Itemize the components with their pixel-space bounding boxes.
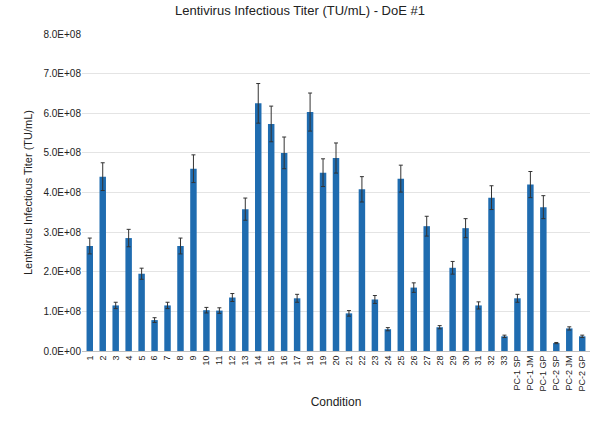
svg-text:27: 27 — [422, 356, 432, 366]
svg-text:4.0E+08: 4.0E+08 — [43, 187, 81, 198]
svg-text:33: 33 — [499, 356, 509, 366]
svg-text:32: 32 — [486, 356, 496, 366]
svg-text:1.0E+08: 1.0E+08 — [43, 306, 81, 317]
svg-text:22: 22 — [357, 356, 367, 366]
svg-text:4: 4 — [124, 356, 134, 361]
svg-text:30: 30 — [461, 356, 471, 366]
svg-text:8: 8 — [175, 356, 185, 361]
svg-text:12: 12 — [227, 356, 237, 366]
svg-text:1: 1 — [85, 356, 95, 361]
svg-text:13: 13 — [240, 356, 250, 366]
svg-text:14: 14 — [253, 356, 263, 366]
svg-text:28: 28 — [435, 356, 445, 366]
svg-text:9: 9 — [188, 356, 198, 361]
svg-text:PC-2 SP: PC-2 SP — [551, 356, 561, 391]
svg-text:PC-2 GP: PC-2 GP — [577, 356, 587, 392]
svg-text:PC-1 JM: PC-1 JM — [525, 356, 535, 391]
svg-text:PC-2 JM: PC-2 JM — [564, 356, 574, 391]
svg-text:20: 20 — [331, 356, 341, 366]
svg-text:17: 17 — [292, 356, 302, 366]
svg-text:26: 26 — [409, 356, 419, 366]
svg-text:6: 6 — [149, 356, 159, 361]
svg-text:18: 18 — [305, 356, 315, 366]
svg-text:16: 16 — [279, 356, 289, 366]
svg-text:PC-1 SP: PC-1 SP — [512, 356, 522, 391]
svg-text:3: 3 — [111, 356, 121, 361]
svg-text:Lentivirus Infectious Titer (T: Lentivirus Infectious Titer (TU/mL) — [22, 110, 34, 275]
svg-text:6.0E+08: 6.0E+08 — [43, 108, 81, 119]
svg-text:2.0E+08: 2.0E+08 — [43, 266, 81, 277]
svg-text:PC-1 GP: PC-1 GP — [538, 356, 548, 392]
svg-text:5.0E+08: 5.0E+08 — [43, 147, 81, 158]
svg-text:8.0E+08: 8.0E+08 — [43, 29, 81, 40]
svg-text:5: 5 — [137, 356, 147, 361]
svg-text:3.0E+08: 3.0E+08 — [43, 227, 81, 238]
svg-text:0.0E+00: 0.0E+00 — [43, 346, 81, 357]
svg-text:11: 11 — [214, 356, 224, 365]
svg-text:10: 10 — [201, 356, 211, 366]
svg-text:25: 25 — [396, 356, 406, 366]
svg-text:19: 19 — [318, 356, 328, 366]
svg-text:31: 31 — [473, 356, 483, 366]
svg-text:Condition: Condition — [311, 395, 362, 409]
svg-text:21: 21 — [344, 356, 354, 366]
svg-text:2: 2 — [98, 356, 108, 361]
svg-text:7.0E+08: 7.0E+08 — [43, 68, 81, 79]
svg-text:Lentivirus Infectious Titer (T: Lentivirus Infectious Titer (TU/mL) - Do… — [175, 3, 425, 18]
svg-text:23: 23 — [370, 356, 380, 366]
svg-text:29: 29 — [448, 356, 458, 366]
svg-text:24: 24 — [383, 356, 393, 366]
svg-text:7: 7 — [162, 356, 172, 361]
svg-text:15: 15 — [266, 356, 276, 366]
